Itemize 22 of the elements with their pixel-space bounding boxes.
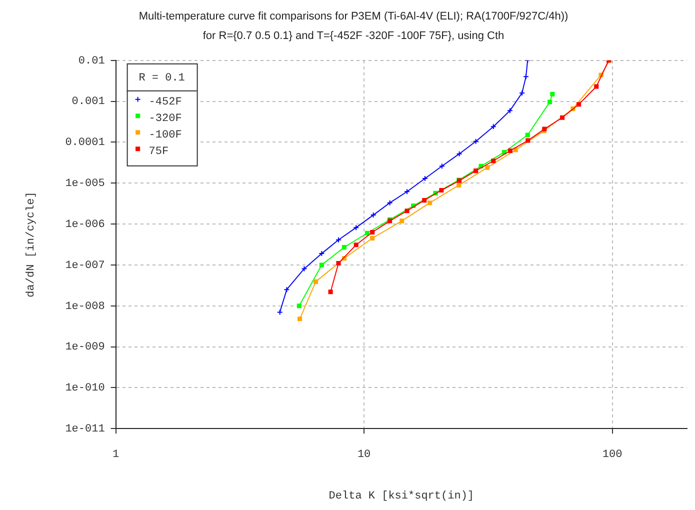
y-tick-label: 0.0001 bbox=[65, 137, 106, 150]
legend-label: 75F bbox=[148, 146, 169, 158]
x-tick-label: 10 bbox=[357, 449, 371, 462]
legend-label: -452F bbox=[148, 96, 182, 108]
chart-subtitle: for R={0.7 0.5 0.1} and T={-452F -320F -100F 75F}, using Cth bbox=[202, 30, 504, 42]
y-tick-label: 0.01 bbox=[78, 55, 106, 68]
legend-label: -100F bbox=[148, 129, 182, 142]
y-tick-label: 1e-008 bbox=[65, 300, 105, 313]
x-tick-label: 1 bbox=[112, 449, 120, 462]
y-tick-label: 1e-011 bbox=[65, 424, 106, 436]
chart-title: Multi-temperature curve fit comparisons for P3EM (Ti-6Al-4V (ELI); RA(1700F/927C/4h)) bbox=[138, 10, 568, 23]
y-tick-label: 1e-007 bbox=[65, 260, 105, 272]
y-tick-label: 1e-010 bbox=[65, 382, 105, 395]
y-tick-label: 1e-005 bbox=[65, 178, 105, 190]
x-tick-label: 100 bbox=[602, 449, 622, 462]
legend-label: -320F bbox=[148, 112, 182, 125]
x-axis-title: Delta K [ksi*sqrt(in)] bbox=[328, 490, 474, 502]
y-axis-title: da/dN [in/cycle] bbox=[26, 192, 38, 298]
y-tick-label: 1e-006 bbox=[65, 218, 105, 231]
y-tick-label: 1e-009 bbox=[65, 342, 105, 354]
legend-title: R = 0.1 bbox=[138, 72, 186, 84]
y-tick-label: 0.001 bbox=[72, 96, 106, 108]
